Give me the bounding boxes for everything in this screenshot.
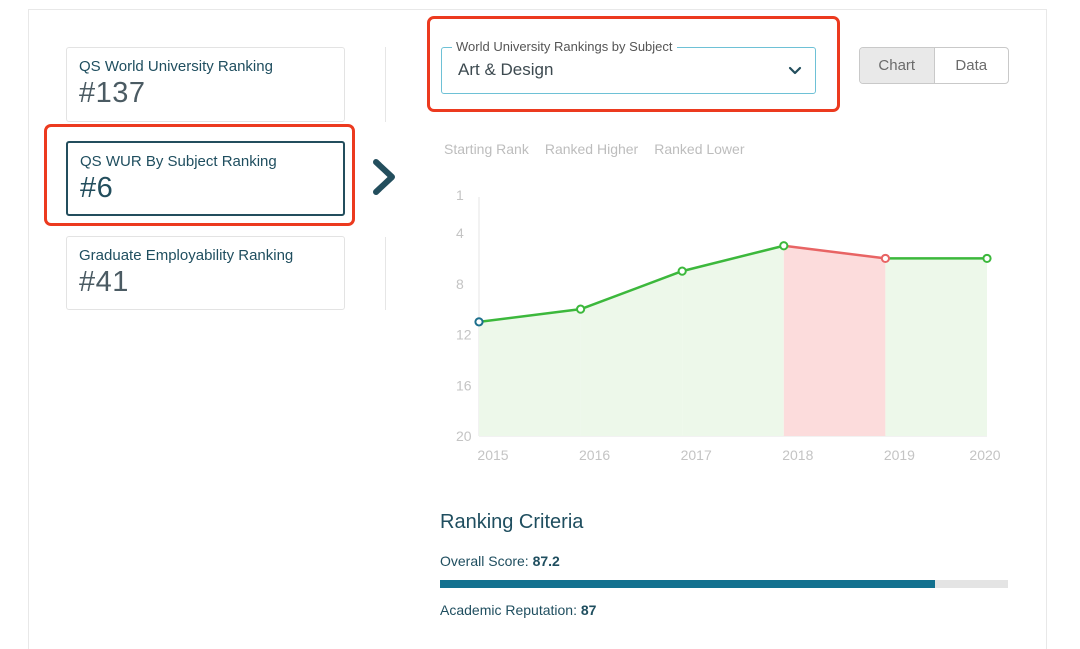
data-point: [779, 241, 789, 251]
overall-score-bar: [440, 580, 1008, 588]
criteria-label: Academic Reputation:: [440, 602, 581, 618]
card-divider: [385, 237, 386, 310]
criteria-value: 87: [580, 602, 597, 618]
y-tick-label: 8: [456, 276, 464, 292]
ranking-label: QS WUR By Subject Ranking: [80, 153, 277, 170]
y-tick-label: 20: [456, 428, 472, 444]
area-segment: [783, 245, 886, 436]
area-segment: [682, 245, 784, 436]
ranking-label: QS World University Ranking: [79, 58, 273, 75]
y-tick-label: 12: [456, 327, 472, 343]
line-segment: [580, 269, 683, 311]
legend-ranked-lower[interactable]: Ranked Lower: [654, 141, 745, 157]
data-point: [880, 253, 890, 264]
area-segment: [885, 258, 987, 436]
data-view-button[interactable]: Data: [955, 57, 988, 74]
ranking-value: #6: [80, 172, 114, 204]
ranking-value: #137: [79, 77, 146, 109]
line-segment: [783, 244, 886, 260]
ranking-card-subject[interactable]: QS WUR By Subject Ranking #6: [66, 141, 345, 216]
data-point: [474, 317, 484, 327]
criteria-overall: Overall Score: 87.2: [440, 553, 560, 569]
view-toggle: Chart Data: [859, 47, 1009, 84]
criteria-value: 87.2: [532, 553, 560, 569]
subject-select[interactable]: World University Rankings by Subject Art…: [441, 39, 816, 94]
y-tick-label: 4: [456, 225, 464, 241]
y-tick-label: 16: [456, 377, 472, 393]
chevron-down-icon: [788, 66, 802, 75]
data-point: [677, 266, 687, 276]
criteria-academic: Academic Reputation: 87: [440, 602, 596, 618]
data-point: [982, 253, 992, 264]
y-tick-label: 1: [456, 187, 464, 203]
chart-legend: Starting Rank Ranked Higher Ranked Lower: [444, 141, 745, 157]
ranking-card-employability[interactable]: Graduate Employability Ranking #41: [66, 236, 345, 310]
ranking-card-world[interactable]: QS World University Ranking #137: [66, 47, 345, 122]
criteria-title: Ranking Criteria: [440, 511, 584, 533]
ranking-value: #41: [79, 266, 129, 298]
card-divider: [385, 47, 386, 122]
chart-view-button[interactable]: Chart: [860, 48, 935, 83]
content-frame: [28, 9, 1047, 649]
area-segment: [479, 309, 581, 436]
line-segment: [478, 307, 581, 324]
line-segment: [681, 244, 785, 273]
x-tick-label: 2018: [782, 447, 813, 463]
x-tick-label: 2020: [969, 447, 1000, 463]
subject-select-value: Art & Design: [458, 60, 554, 79]
rank-chart: 1 4 8 12 16 20 2015 2016 2017 2018 2019 2020: [456, 187, 1001, 463]
x-tick-label: 2016: [579, 447, 610, 463]
area-segment: [580, 271, 683, 436]
legend-starting-rank[interactable]: Starting Rank: [444, 141, 529, 157]
chevron-right-icon[interactable]: [370, 156, 400, 198]
subject-select-legend: World University Rankings by Subject: [452, 39, 677, 54]
ranking-label: Graduate Employability Ranking: [79, 247, 294, 264]
x-tick-label: 2019: [884, 447, 915, 463]
overall-score-fill: [440, 580, 936, 588]
x-tick-label: 2017: [681, 447, 712, 463]
criteria-label: Overall Score:: [440, 553, 533, 569]
x-tick-label: 2015: [477, 447, 508, 463]
legend-ranked-higher[interactable]: Ranked Higher: [544, 141, 639, 157]
data-point: [576, 304, 586, 314]
